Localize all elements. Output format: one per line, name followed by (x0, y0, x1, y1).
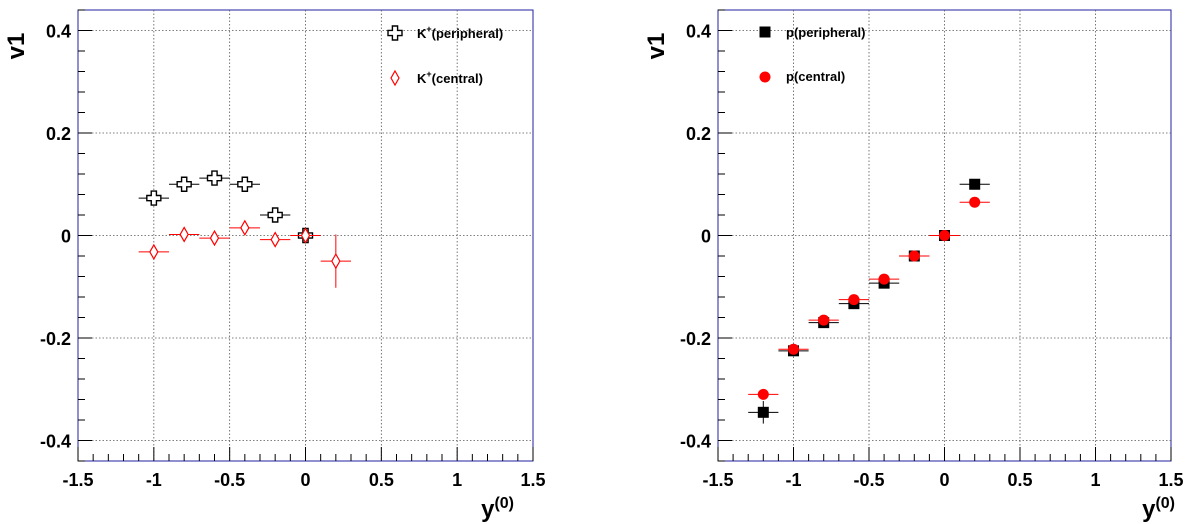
legend-label-k-central-base: K (417, 71, 427, 86)
series-1 (138, 219, 351, 288)
legend-marker-k-central (390, 69, 400, 87)
x-axis-label-right-main: y (1142, 496, 1156, 523)
y-tick-label: 0 (701, 227, 711, 247)
data-point (240, 219, 250, 237)
data-point (969, 196, 981, 208)
x-tick-label: 0 (939, 470, 949, 490)
legend-label-p-central: p(central) (786, 69, 845, 84)
data-point (757, 406, 769, 418)
data-point (788, 343, 799, 355)
x-tick-label: 1.5 (520, 470, 545, 490)
x-tick-label: -1.5 (62, 470, 93, 490)
y-tick-label: 0.4 (686, 22, 711, 42)
legend-marker-shape (387, 25, 403, 41)
legend-label-k-central-suffix: (central) (432, 71, 483, 86)
x-tick-label: 0.5 (1007, 470, 1032, 490)
legend-marker-p-central (759, 71, 771, 83)
data-point (270, 231, 280, 248)
data-point (179, 226, 189, 243)
y-tick-label: 0 (61, 227, 71, 247)
y-tick-labels-left: -0.4 -0.2 0 0.2 0.4 (40, 22, 71, 452)
legend-label-k-central-sup: + (426, 69, 431, 79)
data-point (267, 207, 283, 223)
x-tick-label: 0.5 (369, 470, 394, 490)
x-tick-label: -0.5 (214, 470, 245, 490)
legend-label-k-peripheral: K+(peripheral) (417, 24, 503, 41)
legend-label-k-peripheral-suffix: (peripheral) (432, 26, 504, 41)
data-point (331, 252, 341, 270)
data-point (149, 243, 159, 261)
x-tick-label: -0.5 (853, 470, 884, 490)
data-point (969, 178, 981, 190)
data-point (848, 294, 860, 306)
data-point (908, 250, 920, 262)
x-tick-label: 1.5 (1158, 470, 1183, 490)
x-tick-label: -1.5 (702, 470, 733, 490)
x-tick-label: -1 (146, 470, 162, 490)
legend-label-p-peripheral: p(peripheral) (786, 25, 865, 40)
legend-label-k-peripheral-base: K (417, 26, 427, 41)
y-tick-label: 0.2 (686, 124, 711, 144)
ticks-left (77, 9, 534, 462)
data-point (818, 314, 830, 326)
x-tick-labels-right: -1.5 -1 -0.5 0 0.5 1 1.5 (702, 470, 1183, 490)
legend-label-k-central: K+(central) (417, 69, 483, 86)
legend-marker-shape (759, 71, 771, 83)
data-point (757, 388, 769, 400)
legend-marker-k-peripheral (387, 25, 403, 41)
grid-left (78, 10, 533, 461)
data-point (939, 230, 950, 241)
x-axis-label-left-main: y (481, 496, 495, 523)
legend-left: K+(peripheral) K+(central) (387, 24, 503, 87)
data-point (209, 229, 220, 247)
series-1 (748, 196, 990, 400)
x-tick-label: 1 (452, 470, 462, 490)
panel-right: -1.5 -1 -0.5 0 0.5 1 1.5 -0.4 -0.2 0 0.2 0.4 v1 y(… (643, 9, 1184, 523)
y-tick-label: 0.2 (46, 124, 71, 144)
legend-marker-shape (390, 69, 400, 87)
data-points-left (138, 170, 351, 288)
x-axis-label-right: y(0) (1142, 495, 1175, 523)
x-tick-label: -1 (785, 470, 801, 490)
y-axis-label-left: v1 (3, 33, 30, 60)
x-tick-labels-left: -1.5 -1 -0.5 0 0.5 1 1.5 (62, 470, 545, 490)
y-tick-label: -0.2 (680, 329, 711, 349)
y-tick-labels-right: -0.4 -0.2 0 0.2 0.4 (680, 22, 711, 452)
data-point (176, 176, 192, 192)
y-tick-label: -0.4 (680, 432, 711, 452)
legend-right: p(peripheral) p(central) (759, 25, 865, 84)
x-tick-label: 1 (1090, 470, 1100, 490)
ticks-right (717, 9, 1172, 462)
x-axis-label-right-sup: (0) (1155, 495, 1175, 512)
data-points-right (748, 178, 990, 424)
data-point (237, 176, 253, 192)
x-axis-label-left: y(0) (481, 495, 514, 523)
x-axis-label-left-sup: (0) (494, 495, 514, 512)
legend-label-k-peripheral-sup: + (426, 24, 431, 34)
y-axis-label-right: v1 (643, 33, 670, 60)
data-point (300, 227, 311, 244)
y-tick-label: -0.2 (40, 329, 71, 349)
legend-marker-shape (759, 26, 771, 38)
y-tick-label: 0.4 (46, 22, 71, 42)
legend-marker-p-peripheral (759, 26, 771, 38)
panel-left: -1.5 -1 -0.5 0 0.5 1 1.5 -0.4-0.200.20.4 v1 y(… (3, 9, 546, 523)
data-point (878, 273, 890, 285)
x-tick-label: 0 (300, 470, 310, 490)
data-point (206, 170, 223, 186)
y-tick-label: -0.4 (40, 432, 71, 452)
data-point (146, 190, 162, 206)
